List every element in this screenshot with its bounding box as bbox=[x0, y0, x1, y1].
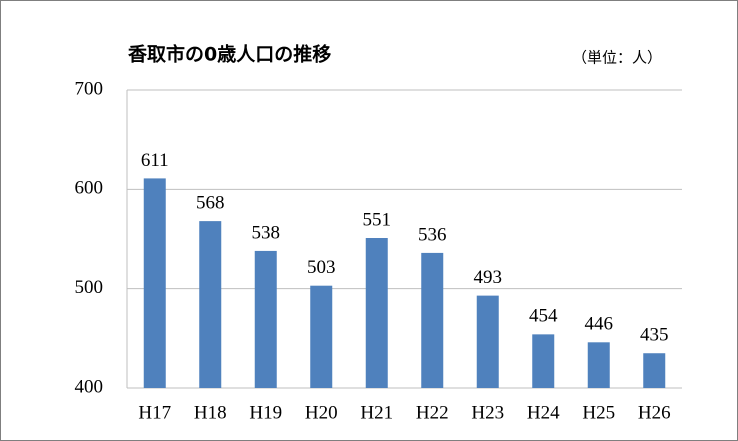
data-label: 568 bbox=[196, 192, 225, 213]
x-tick-label: H23 bbox=[471, 402, 504, 423]
data-label: 611 bbox=[141, 150, 169, 171]
bar bbox=[532, 334, 555, 388]
x-tick-label: H17 bbox=[138, 402, 171, 423]
x-tick-label: H20 bbox=[305, 402, 338, 423]
x-tick-label: H24 bbox=[527, 402, 560, 423]
data-label: 446 bbox=[585, 314, 614, 335]
y-tick-label: 400 bbox=[75, 376, 104, 397]
x-tick-label: H18 bbox=[194, 402, 227, 423]
data-label: 536 bbox=[418, 224, 447, 245]
unit-note: （単位：人） bbox=[572, 49, 662, 67]
bar bbox=[310, 285, 333, 388]
y-tick-label: 600 bbox=[75, 178, 104, 199]
bar bbox=[421, 252, 444, 388]
x-tick-label: H25 bbox=[582, 402, 615, 423]
y-tick-label: 500 bbox=[75, 277, 104, 298]
data-label: 551 bbox=[363, 209, 392, 230]
bar bbox=[587, 342, 610, 388]
data-label: 435 bbox=[640, 325, 669, 346]
x-tick-label: H22 bbox=[416, 402, 449, 423]
data-label: 503 bbox=[307, 257, 336, 278]
chart-title: 香取市の0歳人口の推移 bbox=[127, 43, 331, 66]
y-tick-label: 700 bbox=[75, 78, 104, 99]
x-tick-label: H26 bbox=[638, 402, 671, 423]
bar bbox=[143, 178, 166, 388]
data-label: 538 bbox=[252, 222, 281, 243]
bar bbox=[365, 238, 388, 388]
bar bbox=[643, 353, 666, 388]
x-tick-label: H19 bbox=[249, 402, 282, 423]
data-label: 493 bbox=[474, 267, 503, 288]
data-label: 454 bbox=[529, 306, 558, 327]
bar bbox=[476, 295, 499, 388]
bar bbox=[254, 250, 277, 388]
bar bbox=[199, 221, 222, 388]
x-tick-label: H21 bbox=[360, 402, 393, 423]
